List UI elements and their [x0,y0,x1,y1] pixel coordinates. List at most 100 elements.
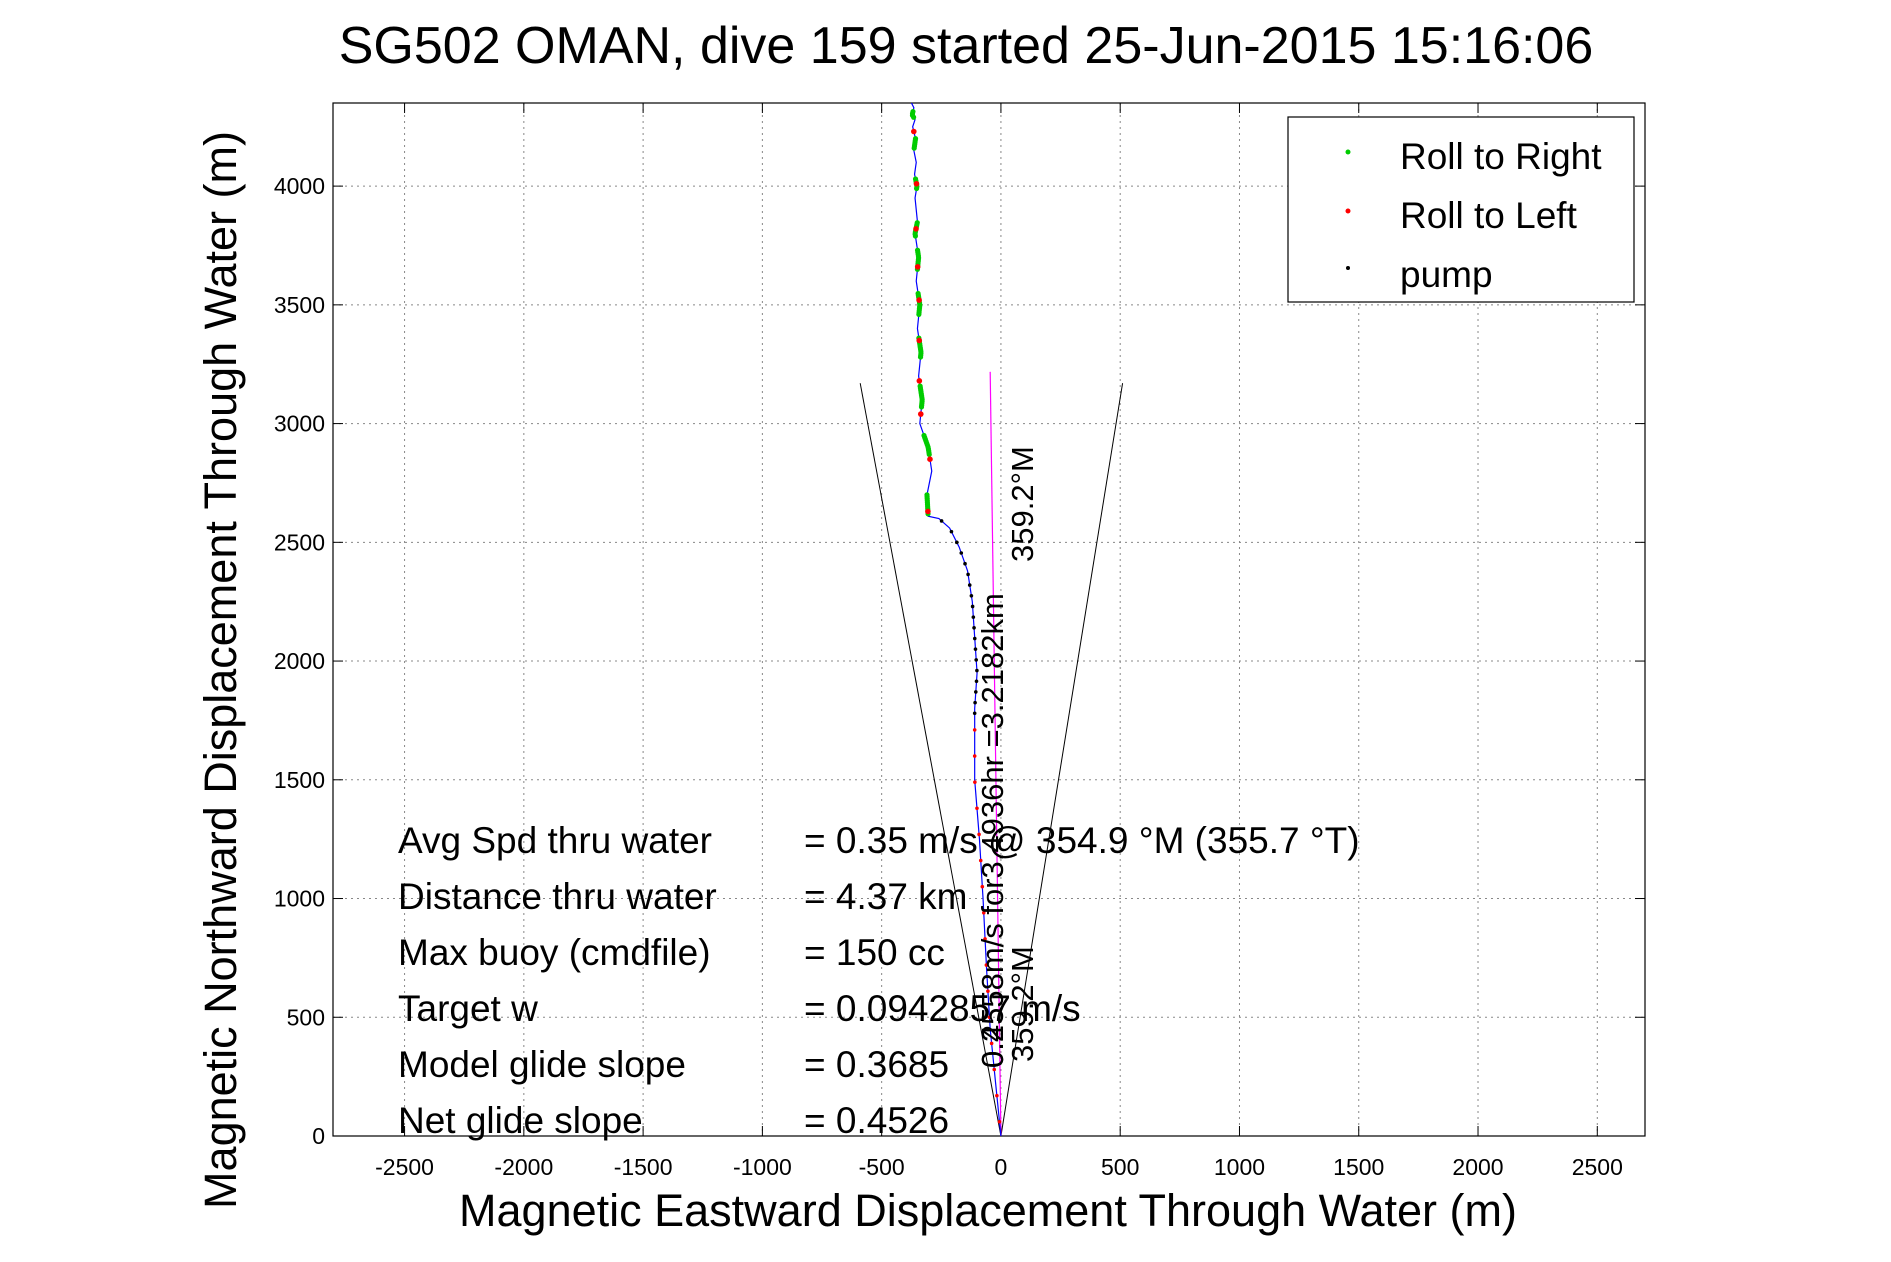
roll-left-point [972,728,977,732]
y-tick-label: 4000 [274,173,325,199]
pump-point [971,615,976,619]
y-tick-label: 1000 [274,886,325,912]
roll-right-point [924,492,930,498]
roll-left-point [913,180,920,187]
x-tick-label: -2500 [375,1154,434,1180]
roll-left-point [911,128,917,135]
roll-left-point [987,1015,992,1020]
legend-marker-pump [1346,266,1350,270]
roll-right-point [914,220,920,226]
pump-point [972,711,977,716]
y-tick-label: 500 [287,1004,325,1030]
stat-value: = 4.37 km [804,876,968,917]
roll-left-point [981,910,986,915]
chart-title: SG502 OMAN, dive 159 started 25-Jun-2015… [339,17,1594,75]
roll-left-point [975,806,979,811]
roll-left-point [925,508,931,515]
y-tick-label: 3500 [274,292,325,318]
roll-left-point [917,411,924,417]
y-tick-label: 1500 [274,767,325,793]
x-tick-label: -1000 [733,1154,792,1180]
roll-left-point [977,832,981,837]
legend-label-roll-right: Roll to Right [1400,136,1602,177]
legend-marker-roll-right [1345,149,1351,155]
roll-left-point [995,1093,999,1098]
y-tick-label: 2000 [274,648,325,674]
pump-point [959,551,964,555]
x-tick-label: 500 [1101,1154,1139,1180]
heading-line [989,371,1002,1137]
stats-block: Avg Spd thru water = 0.35 m/s @ 354.9 °M… [398,820,1360,1141]
ticks: -2500 -2000 -1500 -1000 -500 0 500 1000 1500 2000… [274,103,1645,1180]
pump-point [973,700,977,705]
roll-right-point [912,136,919,142]
roll-left-point [978,858,983,863]
roll-left-point [992,1067,997,1072]
pump-point [954,540,959,545]
short-heading-label: 359.2°M [1005,946,1040,1062]
pump-point [974,690,978,694]
roll-left-point [972,754,977,758]
data-layer [859,102,1124,1137]
stat-value: = 150 cc [804,932,945,973]
roll-left-point [983,937,987,941]
legend-marker-roll-left [1345,208,1351,214]
pump-point [963,561,967,566]
pump-point [972,626,976,630]
current-heading-label: 359.2°M [1005,446,1040,562]
current-vector-label: 0.2558m/s for3.4936hr =3.2182km [975,593,1010,1068]
y-axis-label: Magnetic Northward Displacement Through … [195,131,246,1209]
cone-left-line [859,383,1002,1137]
pump-point [969,593,974,598]
stat-value: = 0.0942857 m/s [804,988,1081,1029]
x-tick-label: 1000 [1214,1154,1265,1180]
roll-left-point [913,226,919,232]
roll-left-point [986,989,990,993]
legend-label-roll-left: Roll to Left [1400,195,1578,236]
roll-left-point [980,884,985,889]
cone-right-line [1000,383,1124,1137]
pump-point [972,636,977,641]
pump-point [966,572,970,577]
roll-left-point [997,1119,1002,1124]
x-tick-label: -2000 [494,1154,553,1180]
legend: Roll to Right Roll to Left pump [1287,116,1635,303]
stat-label: Net glide slope [398,1100,643,1141]
roll-left-point [914,264,921,270]
pump-point [975,668,979,673]
pump-point [974,679,979,684]
roll-left-point [989,1041,994,1046]
stat-label: Model glide slope [398,1044,686,1085]
pump-point [939,519,944,523]
roll-right-point [915,290,921,297]
legend-box [1287,116,1635,303]
roll-right-point [912,176,919,182]
x-tick-label: 1500 [1333,1154,1384,1180]
stat-label: Target w [398,988,538,1029]
roll-right-point [921,432,927,439]
stat-label: Max buoy (cmdfile) [398,932,711,973]
roll-left-point [984,963,989,967]
x-tick-label: 2000 [1452,1154,1503,1180]
pump-point [974,658,978,662]
grid [333,103,1645,1137]
roll-left-point [916,337,923,344]
roll-left-point [927,456,933,463]
short-value-label: 0.4 [975,1025,1010,1068]
roll-right-point [910,108,916,115]
pump-point [967,583,972,587]
legend-label-pump: pump [1400,254,1493,295]
roll-left-point [973,780,977,784]
roll-left-point [916,378,923,384]
roll-right-point [914,247,921,253]
roll-left-point [916,297,922,303]
roll-right-point [917,383,923,389]
x-tick-label: -500 [859,1154,905,1180]
pump-point [949,529,954,534]
stat-value: = 0.3685 [804,1044,949,1085]
x-axis-label: Magnetic Eastward Displacement Through W… [459,1185,1517,1236]
y-tick-label: 3000 [274,411,325,437]
x-tick-label: 2500 [1572,1154,1623,1180]
plot-frame [332,102,1646,1137]
